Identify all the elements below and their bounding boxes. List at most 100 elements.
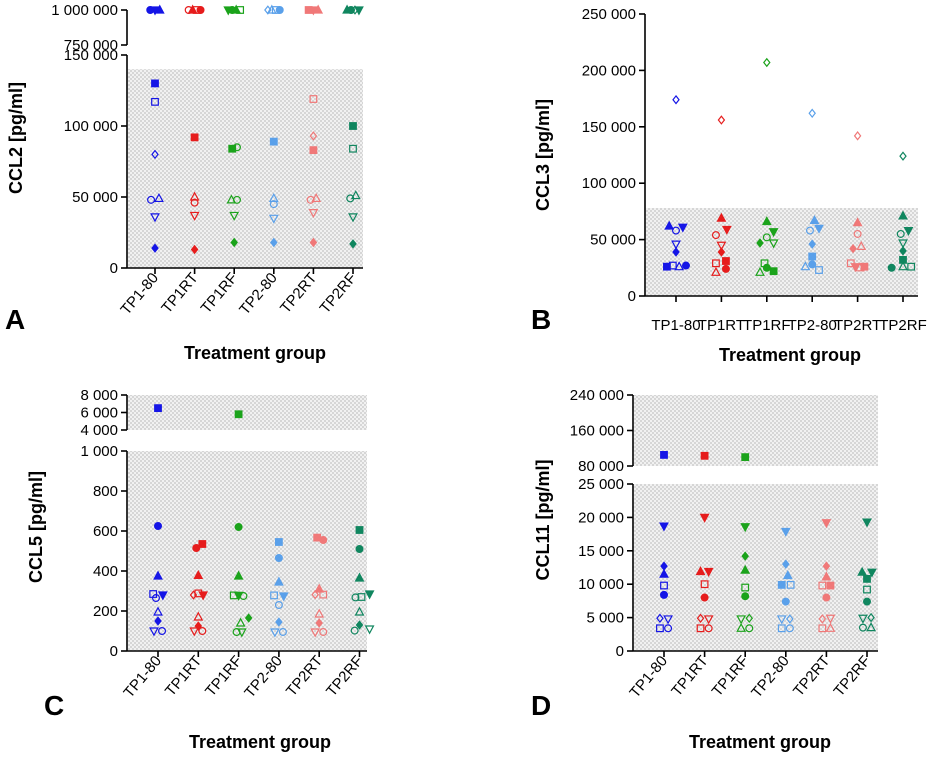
data-point xyxy=(232,195,241,204)
panel-d: CCL11 [pg/ml] Treatment group D 80 000 16… xyxy=(531,387,878,752)
data-point xyxy=(814,224,824,234)
data-point xyxy=(150,213,160,223)
data-point xyxy=(858,614,868,624)
data-point xyxy=(269,137,278,146)
data-point xyxy=(856,240,867,250)
data-point xyxy=(189,627,200,637)
data-point xyxy=(153,570,163,580)
data-point xyxy=(700,451,709,460)
data-point xyxy=(867,612,875,623)
y-tick-label: 80 000 xyxy=(578,458,624,475)
y-tick-label: 100 000 xyxy=(582,175,636,192)
x-tick-label: TP1-80 xyxy=(120,653,165,702)
x-tick-label: TP2-80 xyxy=(236,270,281,319)
y-tick-label: 15 000 xyxy=(578,543,624,560)
shaded-region xyxy=(634,395,878,466)
data-point xyxy=(350,626,359,635)
data-point xyxy=(704,624,713,633)
data-point xyxy=(903,226,914,237)
data-point xyxy=(190,198,199,207)
y-tick-label: 400 xyxy=(93,563,118,580)
data-point xyxy=(190,133,199,142)
data-point xyxy=(660,451,668,459)
data-point xyxy=(741,583,750,592)
x-tick-label: TP2RT xyxy=(277,270,320,317)
data-point xyxy=(663,615,673,625)
data-point xyxy=(354,606,365,616)
y-tick-label: 150 000 xyxy=(582,119,636,136)
data-point xyxy=(354,6,364,16)
data-point xyxy=(228,144,237,153)
data-point xyxy=(319,590,328,599)
data-point xyxy=(311,589,319,600)
data-point xyxy=(717,247,726,257)
data-point xyxy=(310,628,321,638)
x-tick-label: TP1RF xyxy=(709,653,753,700)
data-point xyxy=(309,146,318,155)
data-point xyxy=(711,266,721,276)
data-point xyxy=(703,567,714,577)
data-point xyxy=(782,570,793,580)
data-point xyxy=(151,149,159,160)
y-tick-label: 160 000 xyxy=(570,423,624,440)
x-tick-label: TP1-80 xyxy=(626,653,671,702)
data-point xyxy=(266,4,277,14)
data-point xyxy=(681,261,690,270)
data-point xyxy=(235,617,246,627)
y-axis-title: CCL3 [pg/ml] xyxy=(533,99,553,211)
data-point xyxy=(236,6,245,14)
x-tick-label: TP1RT xyxy=(698,317,745,334)
x-tick-label: TP1RT xyxy=(162,653,205,700)
y-tick-label: 6 000 xyxy=(80,405,118,422)
data-point xyxy=(866,568,877,578)
y-tick-label: 100 000 xyxy=(64,118,118,135)
shaded-region xyxy=(634,484,878,651)
data-point xyxy=(269,628,280,638)
data-point xyxy=(896,229,905,238)
data-point xyxy=(154,404,162,413)
data-point xyxy=(198,540,207,548)
data-point xyxy=(364,625,375,635)
data-point xyxy=(229,211,240,221)
data-point xyxy=(853,131,862,141)
y-axis-title: CCL2 [pg/ml] xyxy=(6,82,26,194)
data-point xyxy=(198,591,209,601)
data-point xyxy=(768,239,779,249)
data-point xyxy=(193,611,204,621)
data-point xyxy=(745,613,754,624)
data-point xyxy=(668,261,677,270)
data-point xyxy=(274,553,283,562)
data-point xyxy=(270,237,278,248)
data-point xyxy=(275,617,283,627)
data-point xyxy=(857,566,868,576)
data-point xyxy=(354,572,365,582)
data-point xyxy=(151,79,159,88)
data-point xyxy=(659,590,668,599)
data-point xyxy=(887,263,896,272)
x-axis-title: Treatment group xyxy=(184,343,326,363)
data-point xyxy=(154,616,162,626)
data-point xyxy=(863,574,871,583)
data-point xyxy=(768,228,779,238)
data-point xyxy=(236,628,247,638)
data-point xyxy=(862,597,871,606)
data-point xyxy=(151,593,160,602)
data-point xyxy=(232,143,241,152)
data-point xyxy=(355,620,364,630)
y-tick-label: 8 000 xyxy=(80,387,118,404)
data-point xyxy=(319,627,328,636)
y-tick-label: 0 xyxy=(628,288,636,305)
data-point xyxy=(695,566,706,576)
x-tick-label: TP2RT xyxy=(283,653,326,700)
data-point xyxy=(762,233,771,242)
data-point xyxy=(777,580,786,589)
data-point xyxy=(852,217,863,227)
shaded-region xyxy=(646,208,918,296)
data-point xyxy=(268,214,279,224)
data-point xyxy=(822,561,831,571)
data-point xyxy=(357,593,366,601)
data-point xyxy=(786,614,794,624)
data-point xyxy=(825,622,836,632)
data-point xyxy=(154,4,165,14)
